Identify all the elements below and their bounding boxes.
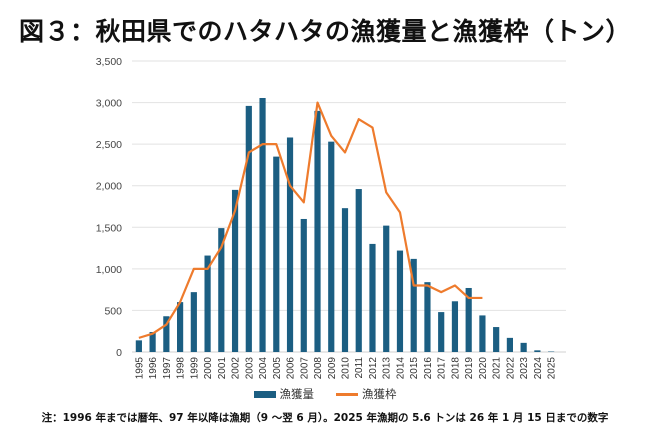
x-tick-label: 1997 [162,357,173,380]
bar-2005 [273,156,280,352]
bar-2006 [286,137,294,352]
bar-2012 [369,243,376,352]
bar-2010 [341,208,349,352]
bar-2004 [259,97,266,353]
legend: 漁獲量 漁獲枠 [0,386,650,402]
x-tick-label: 2021 [492,357,503,380]
x-tick-label: 2024 [533,357,544,380]
y-tick-label: 3,500 [96,56,122,68]
x-tick-label: 2003 [244,357,255,380]
x-tick-label: 2008 [313,357,324,380]
bar-2013 [383,225,390,352]
legend-label-catch: 漁獲量 [279,387,315,401]
y-tick-label: 1,000 [96,264,122,276]
bar-1995 [135,340,142,352]
bar-2003 [245,105,252,352]
y-tick-label: 3,000 [96,98,122,110]
bar-2023 [520,342,527,352]
x-tick-label: 2005 [272,357,283,380]
x-tick-label: 2007 [299,357,310,380]
bar-2018 [451,301,459,352]
x-tick-label: 2018 [450,357,461,380]
x-tick-label: 2009 [327,357,338,380]
x-tick-label: 2025 [547,357,558,380]
x-tick-label: 2019 [464,357,475,380]
y-tick-label: 500 [104,305,122,317]
bar-1996 [149,332,156,352]
x-tick-label: 2014 [395,357,406,380]
x-tick-label: 2023 [519,357,530,380]
legend-swatch-bar [253,390,276,398]
x-tick-label: 2011 [354,357,365,379]
bar-1998 [177,302,184,352]
bar-2016 [424,282,431,352]
x-tick-label: 2020 [478,357,489,380]
bar-2000 [204,255,211,352]
bar-2007 [300,218,307,352]
legend-item-quota: 漁獲枠 [336,386,397,402]
x-tick-label: 1995 [134,357,145,380]
x-tick-label: 1999 [189,357,200,380]
bar-2017 [438,312,445,352]
bar-2011 [355,189,362,352]
bar-2019 [465,287,472,352]
bar-2021 [493,327,500,352]
line-series [138,101,483,339]
y-tick-label: 0 [116,347,122,359]
quota-line [138,101,483,339]
footnote: 注：1996 年までは暦年、97 年以降は漁期（9 ～翌 6 月）。2025 年… [41,412,609,424]
bar-1997 [163,316,170,352]
x-axis-ticks: 1995 1996 1997 1998 1999 2000 2001 2002 2003 2004… [134,357,557,380]
bar-2002 [231,189,239,352]
bar-2014 [396,250,404,352]
bar-2015 [410,258,417,352]
x-tick-label: 2006 [286,357,297,380]
x-tick-label: 2000 [203,357,214,380]
bar-2008 [314,110,321,352]
bar-1999 [190,292,197,352]
legend-label-quota: 漁獲枠 [362,387,397,401]
y-axis-ticks: 0 500 1,000 1,500 2,000 2,500 3,000 3,500 [96,56,122,359]
x-tick-label: 2013 [382,357,393,380]
x-tick-label: 2004 [258,357,269,380]
y-tick-label: 2,000 [96,181,122,193]
x-tick-label: 1996 [148,357,159,380]
chart-title: 図３：秋田県でのハタハタの漁獲量と漁獲枠（トン） [18,17,631,46]
y-tick-label: 1,500 [96,222,122,234]
y-tick-label: 2,500 [96,139,122,151]
bar-series [135,97,555,353]
x-tick-label: 2016 [423,357,434,380]
gridlines [132,60,566,353]
x-tick-label: 2001 [217,357,228,380]
bar-2022 [506,337,513,352]
x-tick-label: 2017 [437,357,448,380]
legend-swatch-line [336,392,358,396]
x-tick-label: 2002 [231,357,242,380]
bar-2024 [534,350,541,352]
x-tick-label: 2012 [368,357,379,380]
x-tick-label: 1998 [176,357,187,380]
x-tick-label: 2015 [409,357,420,380]
bar-2001 [218,228,225,352]
x-tick-label: 2010 [341,357,352,380]
bar-2009 [328,141,335,352]
bar-2020 [479,315,486,352]
x-tick-label: 2022 [505,357,516,380]
legend-item-catch: 漁獲量 [253,386,315,402]
